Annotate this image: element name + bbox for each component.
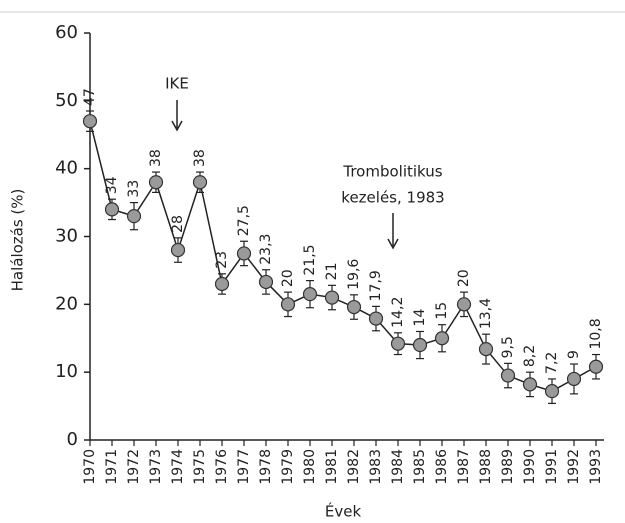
data-label: 17,9	[368, 270, 384, 301]
marker	[192, 175, 208, 190]
y-tick-label: 50	[55, 90, 78, 111]
marker	[522, 377, 538, 392]
marker	[324, 290, 340, 305]
marker	[588, 359, 604, 374]
annotation: kezelés, 1983	[341, 189, 444, 207]
x-tick-label: 1993	[588, 449, 604, 485]
data-label: 28	[170, 215, 186, 233]
data-label: 33	[126, 180, 142, 198]
x-tick-label: 1990	[522, 449, 538, 485]
marker	[412, 337, 428, 353]
x-tick-label: 1984	[390, 449, 406, 485]
x-tick-label: 1979	[280, 449, 296, 485]
marker	[478, 342, 494, 357]
data-label: 15	[434, 302, 450, 320]
marker	[280, 297, 296, 312]
data-label: 19,6	[346, 259, 362, 290]
x-tick-label: 1992	[566, 449, 582, 485]
marker	[258, 274, 274, 290]
x-tick-label: 1976	[214, 449, 230, 485]
data-label: 20	[280, 269, 296, 287]
marker	[302, 287, 318, 302]
marker	[214, 276, 230, 292]
data-label: 23	[214, 251, 230, 269]
x-tick-label: 1975	[192, 449, 208, 485]
data-label: 8,2	[522, 345, 538, 367]
y-tick-label: 10	[55, 361, 78, 382]
x-tick-label: 1988	[478, 449, 494, 485]
marker	[170, 242, 186, 258]
marker	[368, 311, 384, 326]
marker	[148, 175, 164, 190]
marker	[104, 202, 120, 217]
data-label: 21	[324, 263, 340, 281]
x-tick-label: 1972	[126, 449, 142, 485]
x-axis-title: Évek	[325, 502, 362, 521]
data-label: 10,8	[588, 318, 604, 349]
marker	[500, 368, 516, 383]
x-tick-label: 1970	[82, 449, 98, 485]
x-tick-label: 1980	[302, 449, 318, 485]
x-tick-label: 1989	[500, 449, 516, 485]
x-tick-label: 1977	[236, 449, 252, 485]
data-label: 14,2	[390, 297, 406, 328]
x-tick-label: 1987	[456, 449, 472, 485]
data-label: 7,2	[544, 352, 560, 374]
y-tick-label: 30	[55, 226, 78, 247]
data-label: 9	[566, 350, 582, 359]
x-tick-label: 1974	[170, 449, 186, 485]
data-label: 34	[104, 176, 120, 194]
marker	[434, 331, 450, 346]
marker	[346, 299, 362, 315]
x-tick-label: 1971	[104, 449, 120, 485]
data-label: 20	[456, 269, 472, 287]
data-label: 47	[82, 88, 98, 106]
x-tick-label: 1978	[258, 449, 274, 485]
y-axis-title: Halálozás (%)	[9, 189, 27, 292]
annotation: IKE	[165, 75, 189, 93]
marker	[236, 246, 252, 261]
marker	[566, 371, 582, 387]
data-label: 23,3	[258, 234, 274, 265]
marker	[544, 384, 560, 399]
y-tick-label: 0	[67, 429, 78, 450]
x-tick-label: 1973	[148, 449, 164, 485]
data-label: 14	[412, 309, 428, 327]
data-label: 27,5	[236, 205, 252, 236]
data-label: 9,5	[500, 336, 516, 358]
marker	[82, 114, 98, 129]
x-tick-label: 1985	[412, 449, 428, 485]
data-label: 13,4	[478, 298, 494, 329]
annotation-arrow-head	[171, 120, 183, 132]
marker	[390, 336, 406, 351]
annotation-arrow-head	[387, 238, 399, 250]
x-tick-label: 1986	[434, 449, 450, 485]
marker	[126, 209, 142, 224]
y-tick-label: 40	[55, 158, 78, 179]
x-tick-label: 1991	[544, 449, 560, 485]
x-tick-label: 1982	[346, 449, 362, 485]
data-label: 38	[192, 149, 208, 167]
y-tick-label: 20	[55, 293, 78, 314]
marker	[456, 297, 472, 312]
x-tick-label: 1983	[368, 449, 384, 485]
data-label: 21,5	[302, 244, 318, 275]
annotation: Trombolitikus	[342, 163, 442, 181]
y-tick-label: 60	[55, 22, 78, 43]
data-label: 38	[148, 149, 164, 167]
x-tick-label: 1981	[324, 449, 340, 485]
